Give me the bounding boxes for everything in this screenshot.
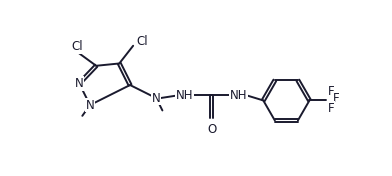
Text: N: N xyxy=(75,77,83,90)
Text: NH: NH xyxy=(230,89,247,102)
Text: O: O xyxy=(207,123,216,136)
Text: N: N xyxy=(85,99,94,112)
Text: Cl: Cl xyxy=(72,40,83,53)
Text: Cl: Cl xyxy=(136,35,148,48)
Text: N: N xyxy=(152,92,161,105)
Text: NH: NH xyxy=(176,89,194,102)
Text: F: F xyxy=(332,92,339,105)
Text: F: F xyxy=(328,102,335,115)
Text: F: F xyxy=(328,85,335,98)
